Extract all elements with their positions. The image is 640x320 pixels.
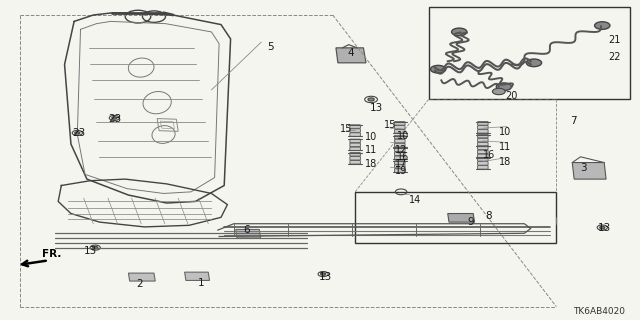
Circle shape: [496, 83, 511, 91]
FancyBboxPatch shape: [350, 125, 360, 128]
Text: 21: 21: [609, 35, 621, 45]
FancyBboxPatch shape: [395, 152, 405, 156]
Polygon shape: [129, 273, 156, 281]
Text: 13: 13: [84, 246, 97, 256]
Polygon shape: [184, 272, 209, 280]
FancyBboxPatch shape: [395, 130, 405, 133]
Text: 4: 4: [348, 48, 354, 58]
Text: 3: 3: [580, 163, 587, 173]
Polygon shape: [236, 229, 260, 238]
FancyBboxPatch shape: [477, 146, 488, 150]
FancyBboxPatch shape: [350, 139, 360, 143]
Text: 19: 19: [396, 166, 408, 176]
Text: 11: 11: [365, 145, 377, 155]
FancyBboxPatch shape: [395, 143, 405, 147]
Text: 20: 20: [505, 92, 518, 101]
Text: 9: 9: [467, 217, 474, 227]
FancyBboxPatch shape: [477, 166, 488, 169]
FancyBboxPatch shape: [350, 156, 360, 160]
Text: 17: 17: [396, 159, 408, 169]
Polygon shape: [572, 163, 606, 179]
Text: 15: 15: [340, 124, 353, 134]
FancyBboxPatch shape: [350, 147, 360, 151]
FancyBboxPatch shape: [395, 161, 405, 164]
Circle shape: [75, 132, 80, 134]
Text: 11: 11: [499, 142, 511, 152]
FancyBboxPatch shape: [477, 138, 488, 142]
FancyBboxPatch shape: [350, 129, 360, 132]
FancyBboxPatch shape: [477, 126, 488, 129]
FancyBboxPatch shape: [477, 158, 488, 161]
Text: 22: 22: [609, 52, 621, 62]
FancyBboxPatch shape: [350, 133, 360, 136]
Text: 7: 7: [570, 116, 577, 126]
FancyBboxPatch shape: [350, 161, 360, 164]
Circle shape: [368, 98, 374, 101]
Circle shape: [321, 273, 326, 275]
Text: 10: 10: [397, 131, 409, 141]
FancyBboxPatch shape: [395, 169, 405, 172]
FancyBboxPatch shape: [477, 150, 488, 154]
Text: 23: 23: [108, 114, 121, 124]
FancyBboxPatch shape: [395, 122, 405, 125]
Text: 13: 13: [370, 103, 383, 113]
FancyBboxPatch shape: [477, 154, 488, 158]
Text: 15: 15: [384, 120, 396, 130]
Text: 8: 8: [484, 211, 492, 221]
Text: 18: 18: [499, 157, 511, 167]
Text: 1: 1: [197, 278, 204, 288]
Text: 10: 10: [365, 132, 377, 142]
FancyBboxPatch shape: [477, 142, 488, 146]
FancyBboxPatch shape: [395, 126, 405, 129]
Text: 18: 18: [365, 159, 377, 169]
FancyBboxPatch shape: [477, 134, 488, 138]
Circle shape: [595, 22, 610, 29]
Text: 2: 2: [137, 278, 143, 289]
Text: 23: 23: [72, 127, 86, 138]
Text: 12: 12: [396, 145, 408, 155]
Text: 10: 10: [499, 126, 511, 137]
Circle shape: [93, 246, 98, 249]
FancyBboxPatch shape: [395, 156, 405, 160]
FancyBboxPatch shape: [477, 162, 488, 165]
Circle shape: [526, 59, 541, 67]
Circle shape: [600, 226, 605, 229]
Text: 13: 13: [319, 272, 332, 283]
Circle shape: [431, 65, 446, 73]
FancyBboxPatch shape: [350, 143, 360, 147]
Text: 6: 6: [243, 225, 250, 235]
Text: 5: 5: [268, 42, 275, 52]
Circle shape: [452, 28, 467, 36]
Circle shape: [492, 88, 505, 95]
FancyBboxPatch shape: [395, 148, 405, 152]
FancyBboxPatch shape: [477, 130, 488, 133]
Text: FR.: FR.: [42, 249, 61, 259]
FancyBboxPatch shape: [395, 139, 405, 143]
Text: 16: 16: [483, 150, 495, 160]
Text: 14: 14: [410, 195, 422, 205]
FancyBboxPatch shape: [395, 165, 405, 168]
Text: 13: 13: [598, 223, 611, 233]
FancyBboxPatch shape: [350, 153, 360, 156]
Circle shape: [112, 117, 117, 119]
FancyBboxPatch shape: [395, 135, 405, 139]
FancyBboxPatch shape: [477, 122, 488, 125]
Polygon shape: [448, 213, 474, 222]
Text: TK6AB4020: TK6AB4020: [573, 307, 625, 316]
Polygon shape: [336, 48, 366, 63]
Text: 16: 16: [397, 152, 409, 162]
